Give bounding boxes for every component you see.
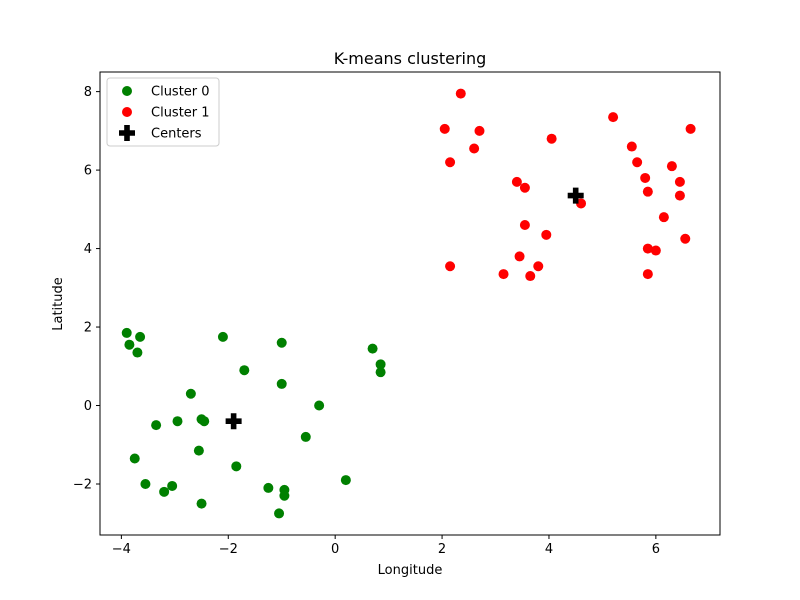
y-tick-label: 6 [84, 164, 92, 179]
data-point [276, 337, 287, 348]
points-layer [121, 88, 696, 519]
legend-marker-centers [119, 125, 135, 141]
x-axis-title: Longitude [378, 563, 443, 578]
data-point [172, 416, 183, 427]
legend: Cluster 0 Cluster 1 Centers [106, 77, 220, 147]
data-point [199, 416, 210, 427]
chart-title: K-means clustering [334, 49, 487, 68]
data-point [217, 331, 228, 342]
data-point [375, 367, 386, 378]
data-point [632, 157, 643, 168]
data-point [375, 359, 386, 370]
data-point [121, 327, 132, 338]
data-point [276, 378, 287, 389]
data-point [231, 461, 242, 472]
data-point [279, 490, 290, 501]
x-tick-label: −2 [219, 542, 238, 557]
data-point [642, 269, 653, 280]
legend-marker-1 [122, 107, 132, 117]
data-point [525, 271, 536, 282]
data-point [469, 143, 480, 154]
y-tick-label: 0 [84, 399, 92, 414]
legend-frame [106, 77, 220, 147]
data-point [680, 233, 691, 244]
data-point [445, 157, 456, 168]
data-point [132, 347, 143, 358]
data-point [541, 229, 552, 240]
x-tick-label: 2 [438, 542, 446, 557]
series-0 [121, 327, 386, 519]
data-point [124, 339, 135, 350]
data-point [135, 331, 146, 342]
legend-label: Centers [151, 127, 202, 142]
data-point [626, 141, 637, 152]
data-point [140, 478, 151, 489]
data-point [239, 365, 250, 376]
data-point [367, 343, 378, 354]
data-point [445, 261, 456, 272]
data-point [576, 198, 587, 209]
data-point [640, 172, 651, 183]
data-point [685, 123, 696, 134]
data-point [642, 243, 653, 254]
data-point [314, 400, 325, 411]
data-point [159, 486, 170, 497]
x-tick-label: 4 [545, 542, 553, 557]
series-2 [225, 187, 584, 430]
y-tick-label: 2 [84, 321, 92, 336]
data-point [650, 245, 661, 256]
data-point [674, 176, 685, 187]
legend-label: Cluster 1 [151, 106, 210, 121]
legend-label: Cluster 0 [151, 85, 210, 100]
series-1 [439, 88, 696, 282]
data-point [514, 251, 525, 262]
data-point [151, 420, 162, 431]
data-point [519, 220, 530, 231]
x-tick-label: −4 [112, 542, 131, 557]
data-point [167, 480, 178, 491]
data-point [300, 431, 311, 442]
data-point [608, 112, 619, 123]
data-point [196, 498, 207, 509]
data-point [193, 445, 204, 456]
plot-frame [99, 71, 721, 536]
data-point [519, 182, 530, 193]
data-point [439, 123, 450, 134]
y-tick-label: 8 [84, 85, 92, 100]
data-point [498, 269, 509, 280]
data-point [674, 190, 685, 201]
data-point [340, 475, 351, 486]
data-point [474, 125, 485, 136]
data-point [533, 261, 544, 272]
axes-layer: −4 −2 0 2 4 6 −2 0 2 4 6 8 [73, 71, 721, 557]
data-point [185, 388, 196, 399]
x-tick-label: 0 [331, 542, 339, 557]
y-axis-title: Latitude [51, 277, 66, 331]
data-point [274, 508, 285, 519]
data-point [658, 212, 669, 223]
data-point [546, 133, 557, 144]
data-point [129, 453, 140, 464]
x-tick-label: 6 [652, 542, 660, 557]
y-tick-label: 4 [84, 242, 92, 257]
center-marker [225, 413, 242, 430]
y-tick-label: −2 [73, 477, 92, 492]
data-point [455, 88, 466, 99]
data-point [511, 176, 522, 187]
data-point [666, 161, 677, 172]
legend-marker-0 [122, 86, 132, 96]
data-point [642, 186, 653, 197]
data-point [263, 482, 274, 493]
center-marker [567, 187, 584, 204]
